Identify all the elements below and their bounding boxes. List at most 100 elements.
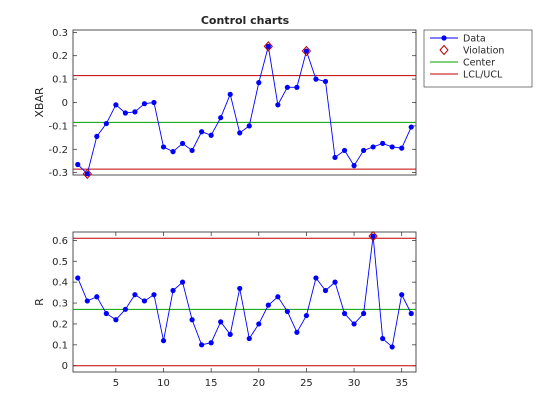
chart2-data-point [399,292,405,298]
chart2-data-point [199,342,205,348]
chart2-data-point [408,310,414,317]
chart2-data-point [360,310,367,317]
chart1-data-point [370,144,376,150]
chart1-data-point [275,102,281,108]
chart1-data-point [341,147,348,154]
chart2-data-point [389,344,395,350]
chart2-ytick-label: 0 [62,361,68,372]
legend-swatch-data-dot [441,35,447,41]
chart2-data-point [94,294,100,300]
chart1-data-point [313,76,319,82]
chart2-data-point [141,298,148,304]
chart2-data-point [265,302,271,308]
legend-label-data: Data [463,34,486,45]
legend-label-center: Center [463,58,495,69]
chart1-data-point [218,115,224,121]
chart2-data-point [75,275,81,281]
chart1-data-point [389,144,395,150]
chart1-data-point [294,84,300,90]
chart2-data-point [170,287,176,294]
chart2-data-point [313,275,319,281]
chart2-data-point [275,294,281,300]
chart1-axes-box [72,29,417,176]
plots-group: -0.3-0.2-0.100.10.20.3XBAR00.10.20.30.40… [33,28,417,389]
chart2-ytick-label: 0.3 [52,299,68,310]
chart1-data-point [332,154,338,161]
chart2-data-point [208,340,214,346]
chart1-data-point [160,144,167,150]
chart1-ytick-label: -0.3 [48,168,68,179]
chart1-data-point [380,140,386,147]
chart2-data-point [122,306,129,312]
chart2-data-point [341,310,348,317]
legend-label-violation: Violation [463,46,504,57]
chart1-data-point [408,124,414,130]
chart1-data-point [246,123,252,129]
legend-label-limits: LCL/UCL [463,70,503,81]
chart2-data-point [322,287,329,294]
chart2-data-point [256,321,262,327]
chart2-ytick-label: 0.6 [52,236,68,247]
chart2-data-point [380,335,386,342]
chart1-data-point [189,147,195,154]
chart2-data-point [84,298,90,304]
chart2-ylabel: R [33,298,46,306]
chart1-data-point [208,132,214,138]
chart1-ytick-label: -0.1 [48,121,68,132]
chart2-ytick-label: 0.2 [52,319,68,330]
legend-swatch-violation-diamond [439,44,449,56]
chart2-data-point [370,233,376,239]
chart2-data-point [303,312,310,319]
chart1-violation-marker [301,45,312,57]
chart1-ytick-label: 0 [62,98,68,109]
chart1-data-point [256,80,262,86]
chart2-data-point [351,321,357,327]
chart1-ylabel: XBAR [33,87,46,118]
chart1-data-point [237,130,243,136]
chart1-plot: -0.3 -0.2 -0.1 0 0.1 0.2 0.3 XBAR [33,28,417,180]
chart1-data-point [75,161,81,168]
chart1-data-point [284,84,290,90]
chart2-violation-marker [368,230,378,242]
chart2-data-point [246,335,252,342]
chart1-data-point [132,109,138,115]
chart2-data-point [151,292,157,298]
chart-title: Control charts [201,14,290,27]
chart2-ytick-label: 0.5 [52,257,68,268]
chart2-xtick-label: 35 [395,378,408,389]
legend: Data Violation Center LCL/UCL [423,29,533,88]
chart2-data-point [103,310,109,317]
chart2-xtick-label: 20 [252,378,265,389]
chart1-data-point [351,163,357,169]
chart2-plot: 0 0.1 0.2 0.3 0.4 0.5 0.6 5 10 15 20 25 30 35 R [33,230,417,389]
chart2-xtick-label: 25 [300,378,313,389]
chart2-data-point [113,317,119,323]
chart1-violation-marker [82,168,92,180]
chart1-data-point [113,102,119,108]
chart2-data-point [218,319,224,325]
chart2-data-point [294,329,300,335]
chart1-ytick-label: -0.2 [48,145,68,156]
chart1-data-point [141,101,148,107]
chart2-data-point [237,285,243,292]
chart1-data-point [303,48,310,54]
chart2-data-point [179,279,186,285]
chart2-xtick-label: 5 [113,378,119,389]
legend-entry-data: Data [430,34,486,45]
chart1-data-point [84,171,90,177]
chart1-data-point [122,110,129,116]
legend-entry-violation: Violation [439,44,504,57]
chart1-data-point [179,140,186,147]
chart1-ytick-label: 0.2 [52,51,68,62]
chart1-data-point [227,91,233,97]
chart2-data-point [227,331,233,337]
chart1-data-point [170,149,176,155]
chart1-data-point [399,145,405,151]
chart1-data-point [94,133,100,140]
chart2-data-point [284,308,290,315]
chart1-data-point [360,147,367,154]
chart1-data-point [322,78,329,85]
chart2-ytick-label: 0.1 [52,340,68,351]
legend-entry-center: Center [430,58,495,69]
